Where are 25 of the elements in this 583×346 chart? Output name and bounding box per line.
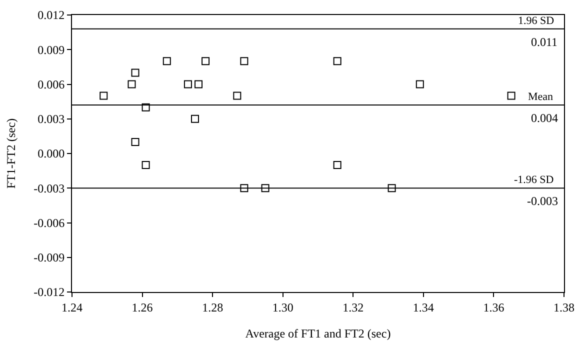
x-tick-label: 1.24 (62, 300, 82, 314)
x-tick-label: 1.28 (202, 300, 224, 314)
annotation: 0.004 (531, 111, 558, 125)
x-tick-label: 1.32 (342, 300, 364, 314)
annotation: -0.003 (527, 194, 558, 208)
y-tick-label: 0.006 (38, 77, 65, 92)
y-tick-label: -0.009 (34, 250, 65, 265)
ref-line-label: 1.96 SD (518, 15, 554, 27)
x-tick-label: 1.38 (554, 300, 574, 314)
y-axis-title: FT1-FT2 (sec) (4, 118, 18, 189)
annotation: 0.011 (531, 35, 558, 49)
x-tick-label: 1.34 (412, 300, 434, 314)
x-axis-title: Average of FT1 and FT2 (sec) (245, 326, 391, 340)
y-tick-label: 0.003 (38, 112, 65, 126)
x-tick-label: 1.30 (272, 300, 294, 314)
y-tick-label: -0.003 (34, 181, 65, 196)
ref-line-label: Mean (528, 91, 554, 103)
y-tick-label: 0.000 (38, 146, 65, 161)
y-tick-label: -0.006 (34, 216, 65, 230)
y-tick-label: 0.012 (38, 8, 65, 22)
x-tick-label: 1.26 (132, 300, 153, 314)
y-tick-label: -0.012 (34, 285, 65, 300)
y-tick-label: 0.009 (38, 42, 65, 57)
ref-line-label: -1.96 SD (514, 174, 554, 186)
x-tick-label: 1.36 (483, 300, 504, 314)
